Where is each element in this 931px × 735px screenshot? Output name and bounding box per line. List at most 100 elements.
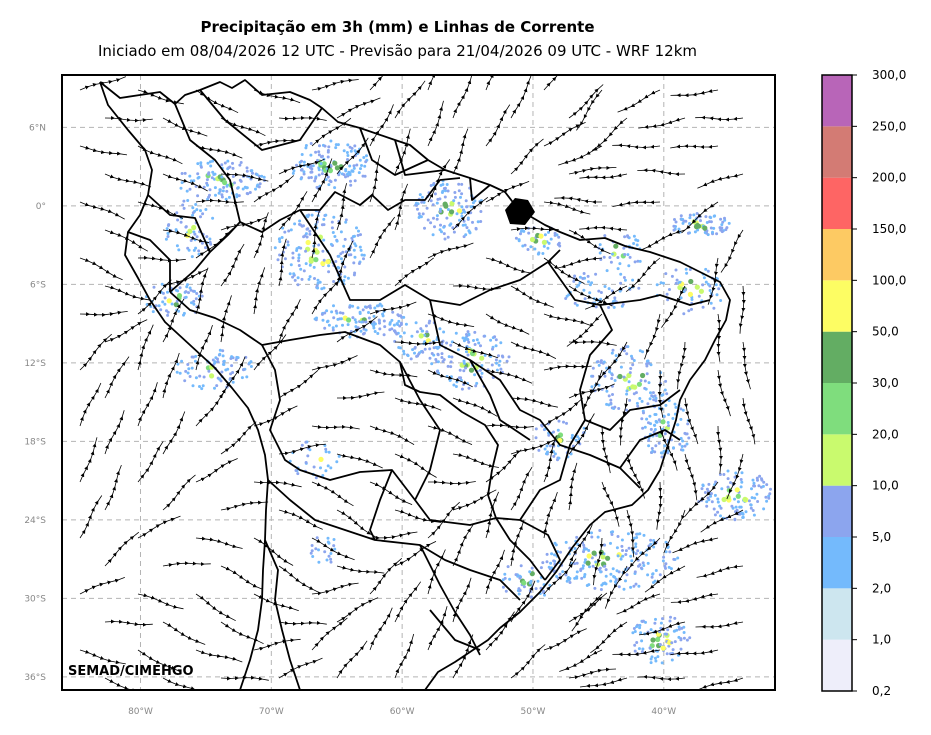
- precip-cell: [208, 193, 211, 197]
- precip-cell: [446, 208, 450, 211]
- precip-cell: [459, 195, 462, 199]
- streamline: [670, 144, 719, 150]
- precip-cell: [339, 252, 343, 256]
- streamline: [137, 324, 154, 371]
- precip-cell: [497, 354, 500, 358]
- streamline: [510, 341, 557, 359]
- precip-cell: [518, 576, 522, 580]
- precip-cell: [202, 375, 206, 379]
- precip-cell: [575, 561, 579, 565]
- precip-cell: [533, 247, 537, 251]
- streamline: [452, 341, 499, 359]
- precip-cell: [442, 358, 446, 362]
- streamline: [104, 115, 153, 123]
- precip-cell: [337, 454, 341, 458]
- precip-cell: [684, 432, 688, 436]
- precip-cell: [582, 550, 585, 554]
- precip-cell: [388, 322, 392, 326]
- precip-cell: [687, 291, 694, 297]
- precip-cell: [343, 237, 347, 241]
- precip-cell: [187, 367, 191, 371]
- precip-cell: [527, 231, 531, 235]
- precip-cell: [357, 229, 360, 233]
- precip-cell: [175, 211, 179, 215]
- precip-cell: [679, 436, 683, 440]
- streamline: [369, 531, 418, 540]
- precip-cell: [442, 187, 446, 190]
- precip-cell: [166, 290, 169, 294]
- streamline: [337, 391, 385, 401]
- precip-cell: [424, 324, 428, 328]
- precip-cell: [647, 381, 651, 385]
- precip-cell: [712, 507, 716, 511]
- precip-cell: [603, 374, 607, 378]
- streamline: [278, 443, 326, 456]
- precip-cell: [300, 168, 304, 171]
- precip-cell: [621, 302, 625, 306]
- precip-cell: [361, 308, 365, 312]
- precip-cell: [220, 175, 224, 179]
- precip-cell: [457, 201, 461, 205]
- precip-cell: [391, 310, 395, 314]
- precip-cell: [185, 285, 189, 289]
- precip-cell: [452, 383, 456, 387]
- precip-cell: [417, 212, 421, 216]
- precip-cell: [623, 278, 627, 282]
- streamline: [253, 212, 269, 259]
- precip-cell: [653, 656, 657, 660]
- precip-cell: [429, 221, 433, 225]
- precip-cell: [235, 195, 239, 199]
- precip-cell: [329, 560, 333, 564]
- precip-cell: [246, 192, 250, 196]
- precip-cell: [249, 177, 253, 181]
- precip-cell: [617, 373, 623, 380]
- precip-cell: [704, 215, 708, 219]
- precip-cell: [734, 505, 738, 509]
- colorbar-bin: [822, 126, 852, 178]
- precip-cell: [607, 403, 611, 407]
- precip-cell: [464, 233, 468, 237]
- precip-cell: [314, 249, 320, 255]
- precip-cell: [573, 547, 577, 550]
- streamline: [543, 558, 577, 595]
- precip-cell: [378, 327, 382, 331]
- precip-cell: [588, 291, 592, 295]
- streamline: [278, 158, 325, 175]
- precip-cell: [462, 339, 466, 343]
- colorbar-label: 5,0: [872, 530, 891, 544]
- streamline: [253, 138, 302, 147]
- precip-cell: [406, 354, 410, 358]
- streamline: [568, 592, 608, 623]
- precip-cell: [344, 175, 347, 179]
- precip-cell: [179, 186, 183, 190]
- precip-cell: [457, 376, 461, 380]
- precip-cell: [239, 161, 243, 164]
- precip-cell: [353, 149, 357, 153]
- precip-cell: [418, 333, 424, 339]
- precip-cell: [191, 384, 195, 388]
- precip-cell: [184, 225, 188, 229]
- precip-cell: [278, 240, 282, 244]
- precip-cell: [611, 348, 615, 352]
- precip-cell: [193, 232, 197, 236]
- precip-cell: [213, 172, 217, 176]
- precip-cell: [660, 661, 664, 665]
- precip-cell: [627, 380, 631, 384]
- streamline: [670, 649, 719, 656]
- streamline: [278, 238, 287, 287]
- precip-cell: [543, 233, 547, 237]
- streamline: [510, 285, 554, 308]
- precip-cell: [276, 258, 280, 262]
- precip-cell: [348, 171, 352, 175]
- precip-cell: [460, 214, 464, 218]
- streamline: [394, 541, 437, 567]
- streamline: [336, 183, 347, 231]
- streamline: [510, 226, 559, 232]
- streamline: [369, 301, 417, 315]
- streamline: [559, 649, 603, 672]
- precip-cell: [334, 324, 338, 328]
- precip-cell: [329, 557, 333, 561]
- precip-cell: [176, 362, 180, 366]
- precip-cell: [610, 533, 614, 536]
- precip-cell: [293, 278, 297, 282]
